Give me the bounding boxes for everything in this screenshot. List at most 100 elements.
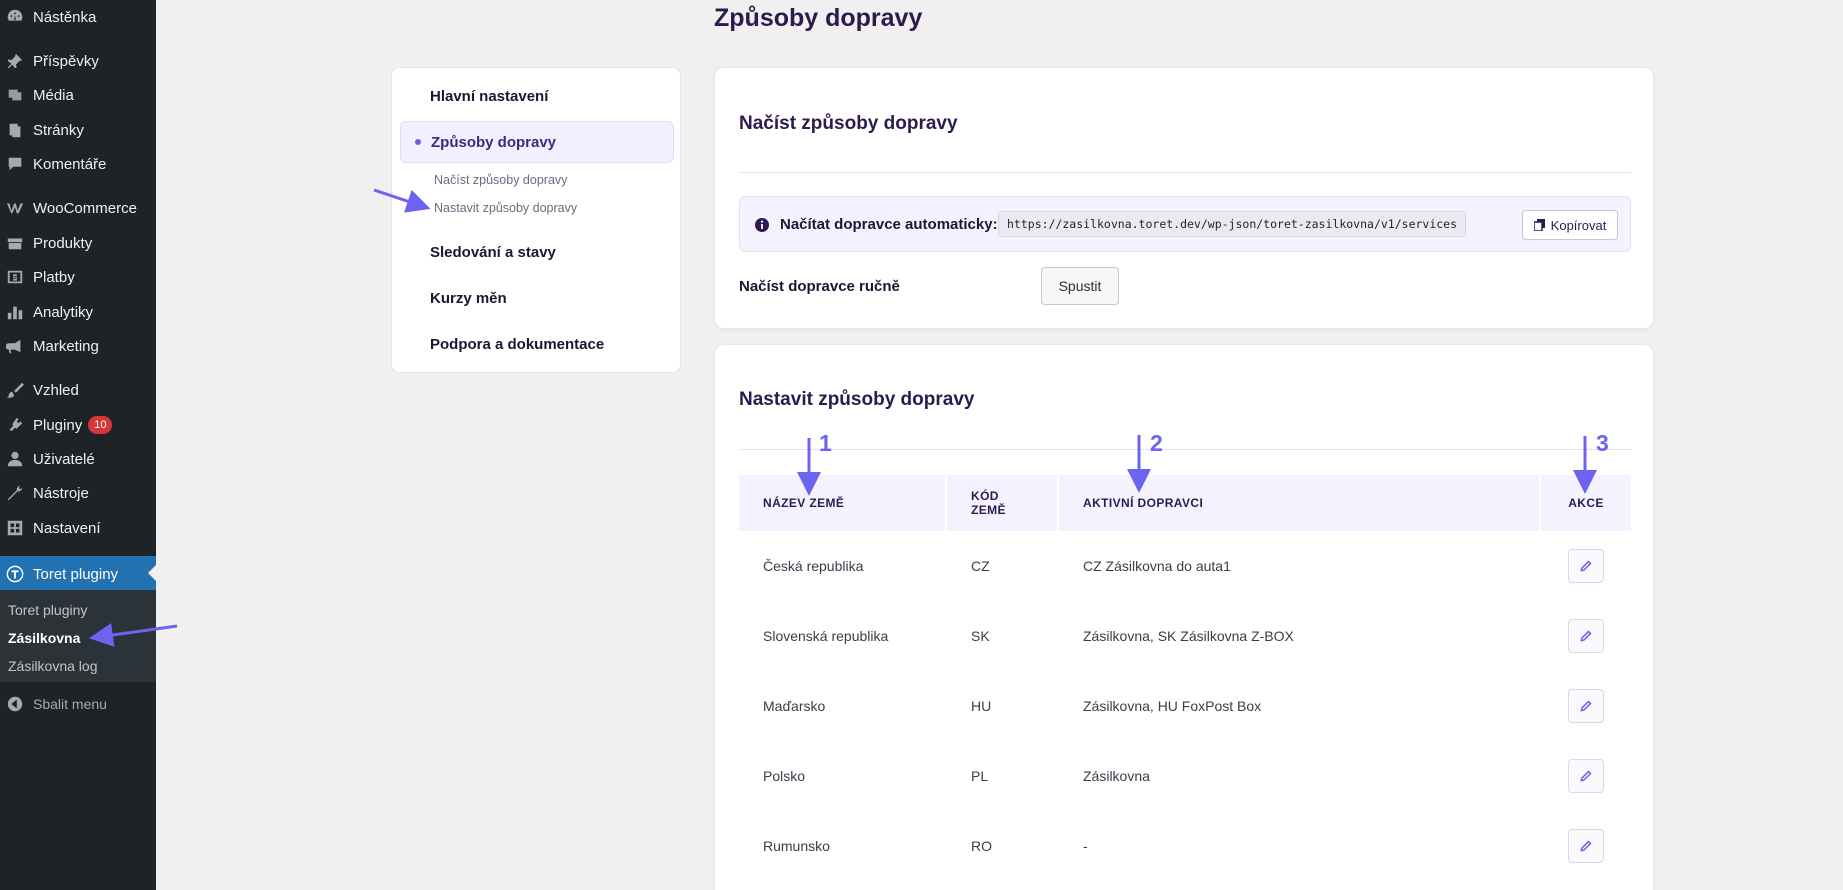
collapse-icon <box>6 695 24 713</box>
submenu-item-zasilkovna[interactable]: Zásilkovna <box>8 630 81 646</box>
menu-item-analytics[interactable]: Analytiky <box>0 295 156 329</box>
table-row: Česká republika CZ CZ Zásilkovna do auta… <box>739 531 1631 601</box>
cell-carriers: CZ Zásilkovna do auta1 <box>1083 558 1231 574</box>
media-icon <box>6 86 24 104</box>
nav-sub-set[interactable]: Nastavit způsoby dopravy <box>434 201 578 215</box>
menu-item-settings[interactable]: Nastavení <box>0 511 156 545</box>
cell-carriers: Zásilkovna <box>1083 768 1150 784</box>
menu-item-products[interactable]: Produkty <box>0 226 156 260</box>
cell-carriers: - <box>1083 838 1088 854</box>
cell-code: SK <box>971 628 990 644</box>
menu-item-pages[interactable]: Stránky <box>0 113 156 147</box>
edit-button[interactable] <box>1568 619 1604 653</box>
services-url[interactable]: https://zasilkovna.toret.dev/wp-json/tor… <box>998 211 1467 237</box>
col-action: AKCE <box>1541 475 1631 531</box>
menu-label: Platby <box>33 268 75 286</box>
menu-item-appearance[interactable]: Vzhled <box>0 373 156 407</box>
nav-active-label: Způsoby dopravy <box>431 133 557 151</box>
tools-icon <box>6 484 24 502</box>
pencil-icon <box>1580 560 1592 572</box>
menu-label: Média <box>33 86 74 104</box>
plugins-icon <box>6 416 24 434</box>
pencil-icon <box>1580 840 1592 852</box>
menu-label: Marketing <box>33 337 99 355</box>
nav-sub-load[interactable]: Načíst způsoby dopravy <box>434 173 568 187</box>
run-button[interactable]: Spustit <box>1041 267 1119 305</box>
annotation-number: 1 <box>819 430 832 456</box>
products-icon <box>6 234 24 252</box>
menu-item-plugins[interactable]: Pluginy 10 <box>0 408 156 442</box>
settings-icon <box>6 519 24 537</box>
edit-button[interactable] <box>1568 759 1604 793</box>
menu-item-users[interactable]: Uživatelé <box>0 442 156 476</box>
menu-item-comments[interactable]: Komentáře <box>0 147 156 181</box>
col-code-line2: ZEMĚ <box>971 503 1006 517</box>
menu-item-payments[interactable]: Platby <box>0 260 156 294</box>
menu-label: Nastavení <box>33 519 101 537</box>
menu-item-marketing[interactable]: Marketing <box>0 329 156 363</box>
annotation-number: 2 <box>1150 430 1163 456</box>
brush-icon <box>6 381 24 399</box>
menu-item-posts[interactable]: Příspěvky <box>0 44 156 78</box>
menu-label: Nástěnka <box>33 8 97 26</box>
nav-support[interactable]: Podpora a dokumentace <box>430 336 605 353</box>
pin-icon <box>6 52 24 70</box>
nav-main-settings[interactable]: Hlavní nastavení <box>430 88 549 105</box>
collapse-menu-button[interactable]: Sbalit menu <box>0 694 107 714</box>
table-header-row: NÁZEV ZEMĚ KÓD ZEMĚ AKTIVNÍ DOPRAVCI AKCE <box>739 475 1631 531</box>
load-shipping-card: Načíst způsoby dopravy Načítat dopravce … <box>714 67 1654 329</box>
menu-item-media[interactable]: Média <box>0 78 156 112</box>
col-country: NÁZEV ZEMĚ <box>739 475 947 531</box>
nav-shipping-methods[interactable]: Způsoby dopravy <box>400 121 674 163</box>
submenu-item-toret-plugins[interactable]: Toret pluginy <box>8 602 88 618</box>
menu-label: WooCommerce <box>33 199 137 217</box>
shipping-table: NÁZEV ZEMĚ KÓD ZEMĚ AKTIVNÍ DOPRAVCI AKCE… <box>739 475 1631 881</box>
menu-item-toret-plugins[interactable]: Toret pluginy <box>0 556 156 592</box>
menu-item-dashboard[interactable]: Nástěnka <box>0 0 156 34</box>
col-code: KÓD ZEMĚ <box>947 475 1059 531</box>
analytics-icon <box>6 303 24 321</box>
nav-currency[interactable]: Kurzy měn <box>430 290 507 307</box>
menu-label: Stránky <box>33 121 84 139</box>
edit-button[interactable] <box>1568 549 1604 583</box>
users-icon <box>6 450 24 468</box>
edit-button[interactable] <box>1568 689 1604 723</box>
table-row: Maďarsko HU Zásilkovna, HU FoxPost Box <box>739 671 1631 741</box>
admin-sidebar: Nástěnka Příspěvky Média Stránky Komentá… <box>0 0 156 890</box>
dashboard-icon <box>6 8 24 26</box>
cell-code: CZ <box>971 558 990 574</box>
cell-country: Polsko <box>763 768 806 784</box>
payments-icon <box>6 268 24 286</box>
woocommerce-icon <box>6 199 24 217</box>
collapse-label: Sbalit menu <box>33 696 107 712</box>
nav-tracking[interactable]: Sledování a stavy <box>430 244 556 261</box>
menu-label: Příspěvky <box>33 52 99 70</box>
menu-item-tools[interactable]: Nástroje <box>0 476 156 510</box>
comments-icon <box>6 155 24 173</box>
cell-code: HU <box>971 698 992 714</box>
plugins-update-badge: 10 <box>88 416 113 434</box>
pencil-icon <box>1580 630 1592 642</box>
toret-submenu: Toret pluginy Zásilkovna Zásilkovna log <box>0 590 156 682</box>
copy-button[interactable]: Kopírovat <box>1522 210 1618 240</box>
menu-label: Uživatelé <box>33 450 95 468</box>
cell-country: Rumunsko <box>763 838 830 854</box>
settings-nav: Hlavní nastavení Způsoby dopravy Načíst … <box>391 67 681 373</box>
cell-country: Česká republika <box>763 558 864 574</box>
auto-load-box: Načítat dopravce automaticky: https://za… <box>739 196 1631 252</box>
active-dot <box>415 139 421 145</box>
menu-item-woocommerce[interactable]: WooCommerce <box>0 191 156 225</box>
edit-button[interactable] <box>1568 829 1604 863</box>
set-shipping-card: Nastavit způsoby dopravy NÁZEV ZEMĚ KÓD Z… <box>714 344 1654 890</box>
info-icon <box>755 218 769 232</box>
cell-carriers: Zásilkovna, HU FoxPost Box <box>1083 698 1262 714</box>
cell-country: Slovenská republika <box>763 628 889 644</box>
page-title: Způsoby dopravy <box>714 4 923 32</box>
manual-load-label: Načíst dopravce ručně <box>739 278 900 295</box>
submenu-item-zasilkovna-log[interactable]: Zásilkovna log <box>8 658 98 674</box>
pages-icon <box>6 121 24 139</box>
cell-code: RO <box>971 838 992 854</box>
cell-country: Maďarsko <box>763 698 826 714</box>
cell-code: PL <box>971 768 989 784</box>
megaphone-icon <box>6 337 24 355</box>
